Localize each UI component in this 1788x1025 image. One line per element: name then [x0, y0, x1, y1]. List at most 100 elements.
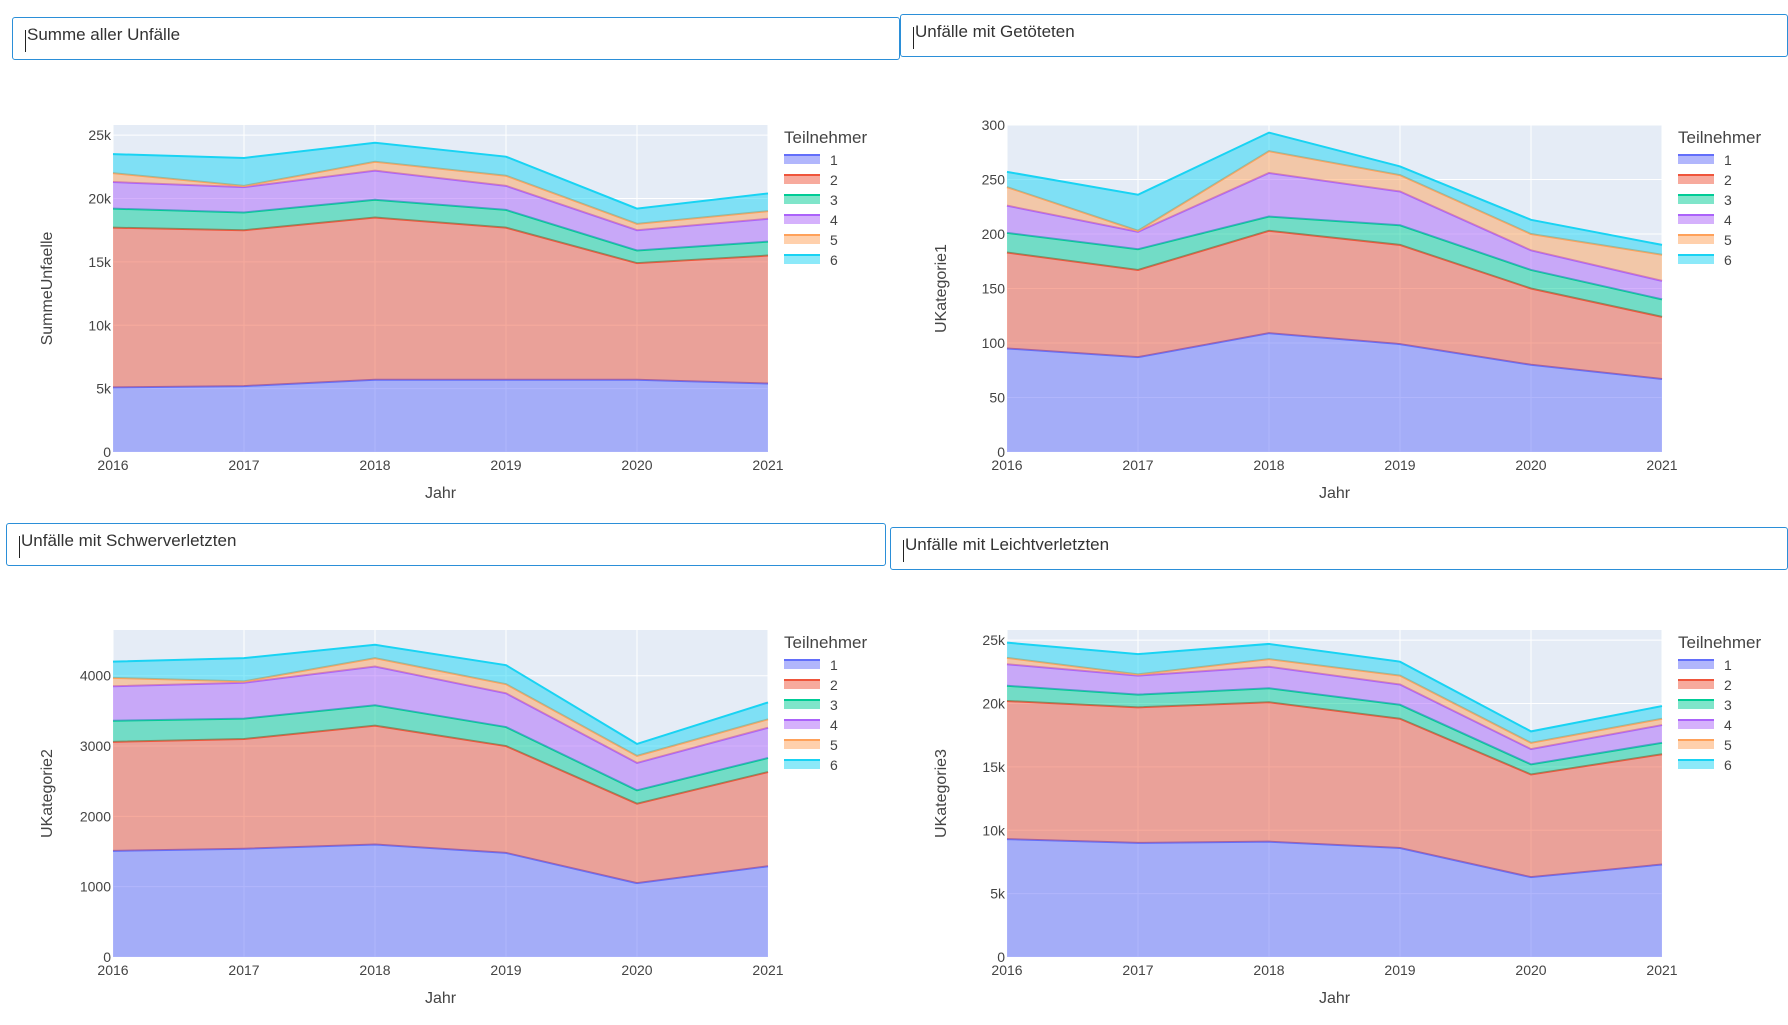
y-tick-label: 200: [982, 226, 1006, 242]
panel-title: Unfälle mit Getöteten: [915, 22, 1075, 41]
legend-item-2[interactable]: 2: [784, 677, 838, 693]
legend-item-4[interactable]: 4: [1678, 717, 1732, 733]
text-caret: [19, 536, 20, 558]
line-series-6: [1006, 131, 1663, 246]
legend-swatch: [1678, 195, 1714, 204]
x-tick-label: 2016: [97, 962, 128, 978]
line-series-2: [112, 724, 769, 805]
y-axis-title: UKategorie2: [39, 749, 56, 838]
legend-item-5[interactable]: 5: [1678, 737, 1732, 753]
legend-item-4[interactable]: 4: [1678, 212, 1732, 228]
legend-item-6[interactable]: 6: [784, 757, 838, 773]
legend-label: 3: [830, 697, 838, 713]
area-series-2: [113, 725, 768, 884]
legend-label: 5: [1724, 737, 1732, 753]
legend-item-3[interactable]: 3: [784, 192, 838, 208]
text-caret: [913, 27, 914, 49]
legend-label: 5: [830, 232, 838, 248]
area-series-6: [113, 142, 768, 224]
title-input-getoetet[interactable]: Unfälle mit Getöteten: [900, 14, 1788, 57]
legend-item-5[interactable]: 5: [784, 232, 838, 248]
y-tick-label: 2000: [80, 808, 111, 824]
legend-swatch: [1678, 740, 1714, 749]
x-axis-title: Jahr: [1319, 485, 1351, 502]
y-tick-label: 20k: [88, 191, 112, 207]
legend-swatch: [1678, 155, 1714, 164]
y-tick-label: 100: [982, 335, 1006, 351]
legend-item-3[interactable]: 3: [1678, 697, 1732, 713]
panel-title: Unfälle mit Schwerverletzten: [21, 531, 237, 550]
legend-swatch: [784, 700, 820, 709]
x-tick-label: 2017: [228, 457, 259, 473]
y-tick-label: 10k: [982, 822, 1006, 838]
x-tick-label: 2016: [97, 457, 128, 473]
y-axis-title: SummeUnfaelle: [39, 231, 56, 345]
legend-label: 3: [1724, 192, 1732, 208]
x-tick-label: 2017: [228, 962, 259, 978]
y-tick-label: 4000: [80, 668, 111, 684]
area-series-4: [113, 666, 768, 791]
legend-item-6[interactable]: 6: [1678, 252, 1732, 268]
legend-item-6[interactable]: 6: [1678, 757, 1732, 773]
x-tick-label: 2019: [490, 962, 521, 978]
y-tick-label: 5k: [990, 886, 1006, 902]
legend-item-1[interactable]: 1: [784, 657, 838, 673]
legend-item-1[interactable]: 1: [1678, 657, 1732, 673]
x-tick-label: 2016: [991, 962, 1022, 978]
y-tick-label: 15k: [88, 254, 112, 270]
legend-item-3[interactable]: 3: [1678, 192, 1732, 208]
legend-swatch: [784, 680, 820, 689]
legend-label: 6: [830, 252, 838, 268]
area-series-1: [1007, 839, 1662, 957]
x-tick-label: 2019: [490, 457, 521, 473]
x-tick-label: 2018: [1253, 962, 1284, 978]
area-series-5: [1007, 151, 1662, 281]
line-series-6: [112, 141, 769, 210]
title-input-leicht[interactable]: Unfälle mit Leichtverletzten: [890, 527, 1788, 570]
legend-swatch: [1678, 175, 1714, 184]
legend-label: 4: [830, 717, 838, 733]
legend-item-4[interactable]: 4: [784, 212, 838, 228]
legend-label: 1: [830, 657, 838, 673]
legend-swatch: [784, 740, 820, 749]
legend-label: 3: [830, 192, 838, 208]
x-tick-label: 2018: [1253, 457, 1284, 473]
legend-swatch: [784, 215, 820, 224]
legend-item-4[interactable]: 4: [784, 717, 838, 733]
area-series-3: [1007, 685, 1662, 775]
legend-swatch: [1678, 700, 1714, 709]
y-tick-label: 50: [989, 390, 1005, 406]
legend-item-5[interactable]: 5: [784, 737, 838, 753]
legend-item-2[interactable]: 2: [1678, 677, 1732, 693]
area-series-2: [1007, 700, 1662, 878]
legend-label: 6: [1724, 252, 1732, 268]
legend-swatch: [1678, 255, 1714, 264]
legend-item-6[interactable]: 6: [784, 252, 838, 268]
legend-item-1[interactable]: 1: [1678, 152, 1732, 168]
line-series-4: [1006, 663, 1663, 751]
title-input-summe[interactable]: Summe aller Unfälle: [12, 17, 900, 60]
legend-swatch: [784, 720, 820, 729]
y-tick-label: 5k: [96, 381, 112, 397]
legend-label: 4: [1724, 717, 1732, 733]
area-series-6: [113, 644, 768, 756]
x-tick-label: 2019: [1384, 457, 1415, 473]
legend-item-3[interactable]: 3: [784, 697, 838, 713]
legend-item-2[interactable]: 2: [784, 172, 838, 188]
y-tick-label: 1000: [80, 879, 111, 895]
chart-schwer: 2016 2017 2018 2019 2020 2021 0 1000 2000 3000 400…: [0, 595, 894, 1025]
area-chart-leicht: 2016 2017 2018 2019 2020 2021 0 5k 10k 15k 20k 25k J…: [933, 630, 1761, 1007]
x-tick-label: 2019: [1384, 962, 1415, 978]
legend-item-2[interactable]: 2: [1678, 172, 1732, 188]
y-axis-title: UKategorie3: [933, 749, 950, 838]
legend-swatch: [784, 155, 820, 164]
legend-title: Teilnehmer: [784, 633, 867, 652]
legend-item-5[interactable]: 5: [1678, 232, 1732, 248]
chart-getoetet: 2016 2017 2018 2019 2020 2021 0 50 100 150 200 250 3…: [894, 90, 1788, 520]
area-series-2: [1007, 230, 1662, 379]
legend-item-1[interactable]: 1: [784, 152, 838, 168]
y-tick-label: 250: [982, 172, 1006, 188]
area-series-4: [113, 170, 768, 251]
x-tick-label: 2021: [752, 457, 783, 473]
title-input-schwer[interactable]: Unfälle mit Schwerverletzten: [6, 523, 886, 566]
